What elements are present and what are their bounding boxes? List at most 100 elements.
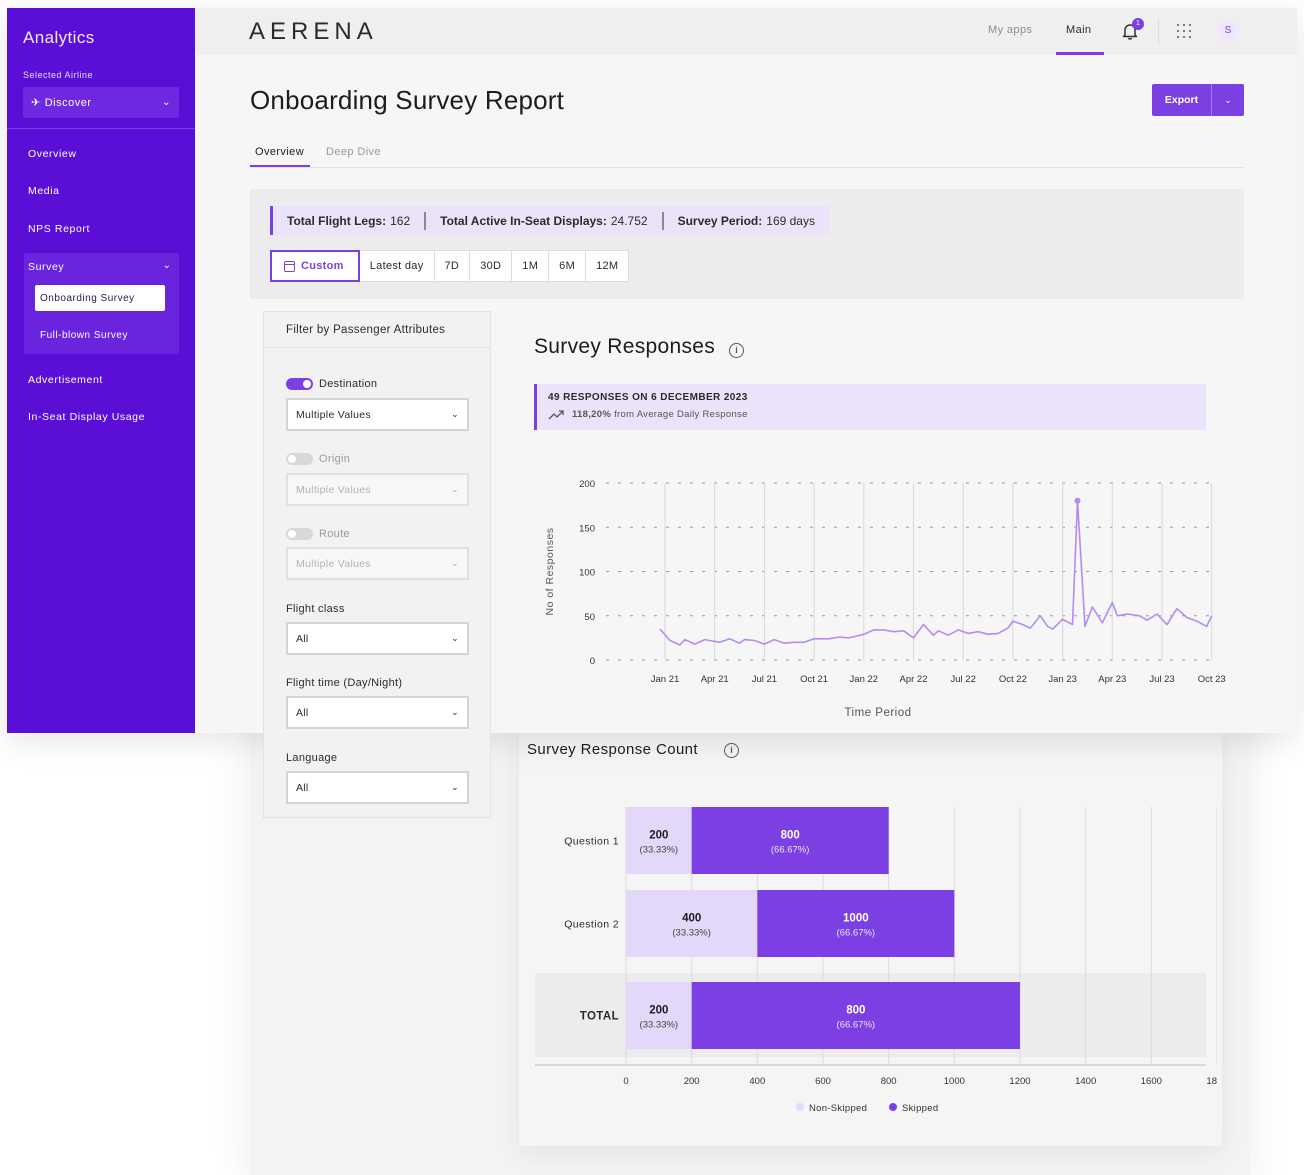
info-icon[interactable]: i	[729, 342, 744, 360]
legend-label-non-skipped: Non-Skipped	[809, 1103, 867, 1114]
bar-percent-label: (33.33%)	[672, 928, 711, 939]
x-tick-label: 400	[749, 1076, 765, 1087]
x-tick-label: Jul 21	[752, 674, 777, 685]
nav-my-apps[interactable]: My apps	[988, 24, 1033, 36]
x-tick-label: Jul 23	[1149, 674, 1174, 685]
legend-swatch-skipped	[889, 1103, 897, 1111]
app-window: Analytics Selected Airline ✈ Discover ⌄ …	[7, 8, 1297, 733]
x-tick-label: 1800	[1206, 1076, 1217, 1087]
response-count-bar-chart: 0 200 400 600 800 1000 1200 1400 1600 1800 Questio…	[535, 807, 1217, 1114]
series-line-responses	[659, 499, 1213, 646]
destination-select-value: Multiple Values	[296, 408, 371, 421]
nav-main[interactable]: Main	[1066, 24, 1092, 36]
sidebar-item-in-seat-display-usage[interactable]: In-Seat Display Usage	[28, 411, 146, 423]
stat-displays-label: Total Active In-Seat Displays:	[440, 213, 607, 228]
sidebar-survey-group: Survey ⌄ Onboarding Survey Full-blown Su…	[24, 253, 179, 354]
route-label: Route	[319, 528, 350, 540]
avatar[interactable]: S	[1217, 20, 1239, 42]
bar-percent-label: (33.33%)	[640, 1020, 679, 1031]
responses-callout: 49 RESPONSES ON 6 DECEMBER 2023 118,20% …	[534, 384, 1206, 430]
trend-up-icon	[548, 409, 564, 419]
range-7d[interactable]: 7D	[433, 251, 470, 281]
range-12m[interactable]: 12M	[585, 251, 628, 281]
destination-label: Destination	[319, 378, 378, 390]
bar-value-label: 200	[649, 830, 668, 842]
y-tick-label: 0	[590, 656, 595, 667]
legend-swatch-non-skipped	[796, 1103, 804, 1111]
legend-label-skipped: Skipped	[902, 1103, 938, 1114]
stat-period-label: Survey Period:	[677, 213, 763, 228]
sidebar-item-overview[interactable]: Overview	[28, 148, 77, 160]
range-latest-day[interactable]: Latest day	[369, 260, 424, 272]
flight-class-label: Flight class	[286, 603, 345, 615]
bar-skipped	[757, 890, 955, 957]
range-30d[interactable]: 30D	[469, 251, 511, 281]
x-tick-label: 1000	[944, 1076, 965, 1087]
airline-select[interactable]: ✈ Discover ⌄	[23, 87, 179, 118]
destination-toggle[interactable]	[286, 378, 313, 390]
sidebar-item-survey[interactable]: Survey	[28, 261, 65, 273]
chevron-down-icon[interactable]: ⌄	[1224, 94, 1232, 105]
sidebar-divider	[7, 128, 195, 129]
x-tick-label: Oct 23	[1198, 674, 1226, 685]
bar-value-label: 1000	[843, 913, 869, 925]
category-label: Question 2	[564, 919, 619, 931]
filter-title: Filter by Passenger Attributes	[264, 312, 490, 348]
x-tick-label: 1400	[1075, 1076, 1096, 1087]
range-custom[interactable]: Custom	[270, 250, 360, 282]
export-button-label: Export	[1164, 94, 1199, 106]
flight-time-select[interactable]: All ⌄	[286, 696, 469, 729]
range-6m[interactable]: 6M	[548, 251, 585, 281]
route-toggle[interactable]	[286, 528, 313, 540]
bar-skipped	[691, 807, 889, 874]
origin-toggle[interactable]	[286, 453, 313, 465]
x-tick-label: Oct 21	[800, 674, 828, 685]
x-tick-label: Jan 23	[1048, 674, 1077, 685]
peak-point	[1074, 497, 1081, 504]
bar-non-skipped	[626, 890, 758, 957]
flight-class-select[interactable]: All ⌄	[286, 622, 469, 655]
callout-subtitle: 118,20% from Average Daily Response	[548, 409, 748, 420]
calendar-icon	[284, 260, 295, 272]
flight-time-label: Flight time (Day/Night)	[286, 677, 403, 689]
category-label: TOTAL	[580, 1011, 619, 1023]
destination-select[interactable]: Multiple Values ⌄	[286, 398, 469, 431]
sidebar-item-nps-report[interactable]: NPS Report	[28, 223, 91, 235]
language-label: Language	[286, 752, 338, 764]
info-icon[interactable]: i	[724, 742, 739, 760]
stat-period-value: 169 days	[766, 213, 815, 228]
sidebar: Analytics Selected Airline ✈ Discover ⌄ …	[7, 8, 195, 733]
export-separator	[1211, 84, 1212, 116]
bar-percent-label: (66.67%)	[771, 845, 810, 856]
aerena-logo[interactable]: AERENA	[249, 18, 378, 45]
route-select[interactable]: Multiple Values ⌄	[286, 547, 469, 580]
chevron-down-icon: ⌄	[162, 97, 171, 108]
export-button[interactable]: Export ⌄	[1152, 84, 1244, 116]
bar-percent-label: (33.33%)	[640, 845, 679, 856]
chevron-down-icon: ⌄	[451, 409, 459, 419]
y-axis-label: No of Responses	[544, 527, 556, 615]
sidebar-subitem-full-blown-survey[interactable]: Full-blown Survey	[40, 330, 128, 341]
range-1m[interactable]: 1M	[511, 251, 548, 281]
bar-value-label: 800	[781, 830, 800, 842]
stat-period: Survey Period: 169 days	[661, 211, 829, 230]
chevron-down-icon[interactable]: ⌄	[162, 260, 171, 271]
stat-flight-legs: Total Flight Legs: 162	[270, 206, 424, 235]
tab-deep-dive[interactable]: Deep Dive	[326, 146, 381, 158]
x-tick-label: Jul 22	[951, 674, 976, 685]
x-tick-label: 200	[684, 1076, 700, 1087]
language-select[interactable]: All ⌄	[286, 771, 469, 804]
sidebar-subitem-onboarding-survey[interactable]: Onboarding Survey	[35, 285, 165, 311]
tab-overview[interactable]: Overview	[255, 146, 305, 158]
x-tick-label: 600	[815, 1076, 831, 1087]
y-tick-label: 200	[579, 479, 595, 490]
chevron-down-icon: ⌄	[451, 707, 459, 717]
origin-select-value: Multiple Values	[296, 483, 371, 496]
apps-grid-icon[interactable]	[1177, 24, 1191, 38]
date-range-selector: Custom Latest day 7D 30D 1M 6M 12M	[270, 250, 630, 282]
sidebar-item-media[interactable]: Media	[28, 185, 60, 197]
origin-select[interactable]: Multiple Values ⌄	[286, 473, 469, 506]
sidebar-item-advertisement[interactable]: Advertisement	[28, 374, 103, 386]
x-axis-label: Time Period	[844, 707, 911, 719]
